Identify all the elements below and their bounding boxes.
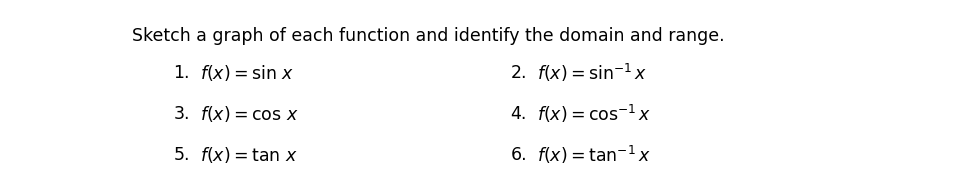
Text: 5.: 5.	[173, 146, 190, 164]
Text: 4.: 4.	[511, 105, 527, 123]
Text: Sketch a graph of each function and identify the domain and range.: Sketch a graph of each function and iden…	[132, 27, 724, 45]
Text: $\mathit{f}(\mathit{x})=\sin^{-1}\mathit{x}$: $\mathit{f}(\mathit{x})=\sin^{-1}\mathit…	[537, 62, 647, 84]
Text: 1.: 1.	[173, 64, 190, 82]
Text: $\mathit{f}(\mathit{x})=\tan^{-1}\mathit{x}$: $\mathit{f}(\mathit{x})=\tan^{-1}\mathit…	[537, 144, 651, 166]
Text: 2.: 2.	[511, 64, 527, 82]
Text: $\mathit{f}(\mathit{x})=\mathit{\tan}\,\mathit{x}$: $\mathit{f}(\mathit{x})=\mathit{\tan}\,\…	[199, 145, 298, 165]
Text: $\mathit{f}(\mathit{x})=\mathit{\sin}\,\mathit{x}$: $\mathit{f}(\mathit{x})=\mathit{\sin}\,\…	[199, 63, 294, 83]
Text: 3.: 3.	[173, 105, 190, 123]
Text: $\mathit{f}(\mathit{x})=\mathit{\cos}\,\mathit{x}$: $\mathit{f}(\mathit{x})=\mathit{\cos}\,\…	[199, 104, 298, 124]
Text: $\mathit{f}(\mathit{x})=\cos^{-1}\mathit{x}$: $\mathit{f}(\mathit{x})=\cos^{-1}\mathit…	[537, 103, 651, 125]
Text: 6.: 6.	[511, 146, 527, 164]
